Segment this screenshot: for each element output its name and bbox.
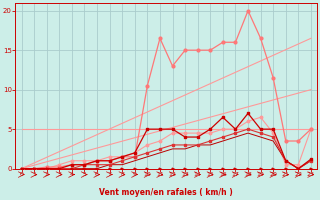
X-axis label: Vent moyen/en rafales ( km/h ): Vent moyen/en rafales ( km/h ) — [100, 188, 233, 197]
